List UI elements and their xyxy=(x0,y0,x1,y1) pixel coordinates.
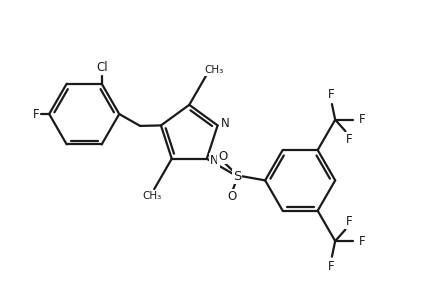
Text: CH₃: CH₃ xyxy=(143,191,162,201)
Text: CH₃: CH₃ xyxy=(205,65,224,75)
Text: Cl: Cl xyxy=(96,61,107,74)
Text: O: O xyxy=(218,150,227,163)
Text: S: S xyxy=(233,170,241,183)
Text: F: F xyxy=(328,88,334,101)
Text: F: F xyxy=(359,235,365,248)
Text: O: O xyxy=(228,190,237,203)
Text: N: N xyxy=(210,154,219,167)
Text: F: F xyxy=(346,215,353,228)
Text: F: F xyxy=(33,108,39,121)
Text: F: F xyxy=(359,113,365,126)
Text: F: F xyxy=(346,133,353,146)
Text: F: F xyxy=(328,260,334,273)
Text: N: N xyxy=(221,117,229,130)
